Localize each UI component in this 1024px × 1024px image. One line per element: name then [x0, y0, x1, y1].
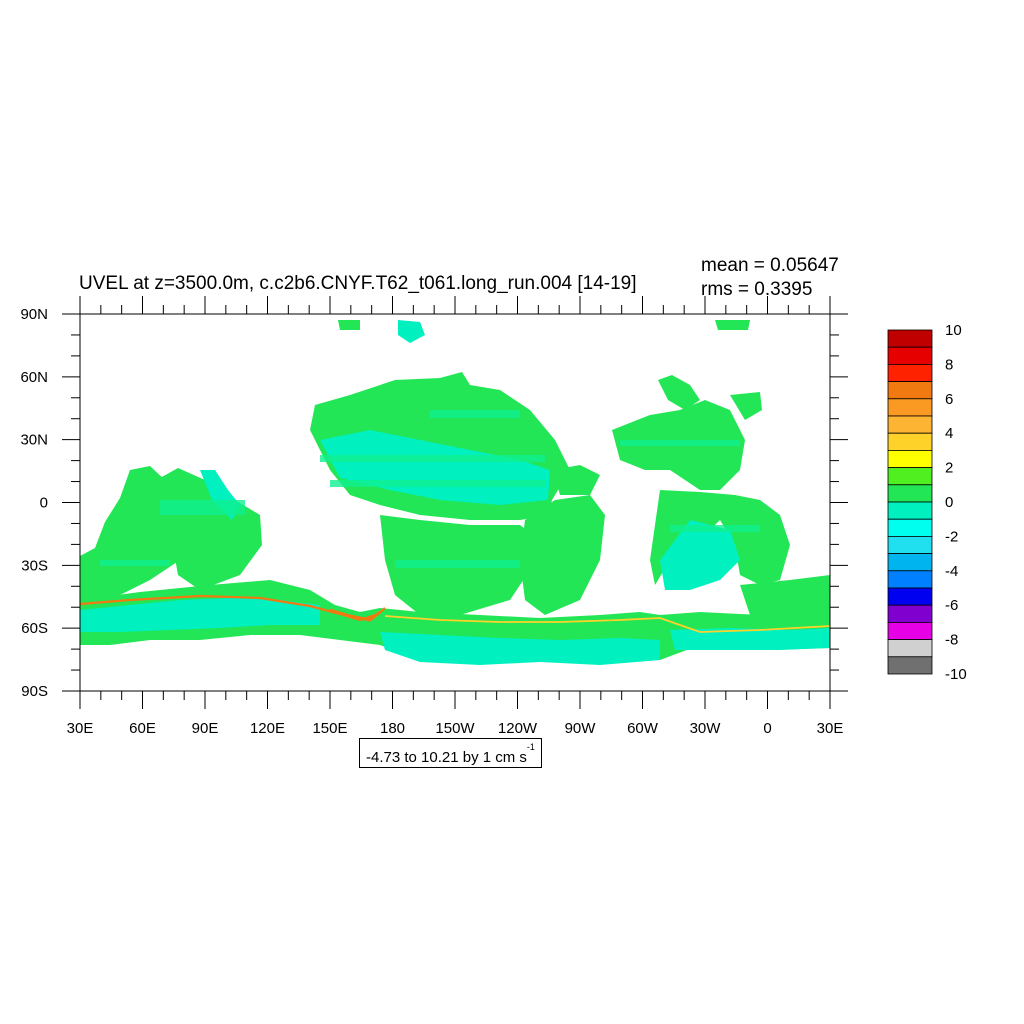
colorbar-label: -10: [945, 666, 967, 683]
lon-tick-label: 60E: [129, 720, 156, 737]
arctic-patch-3-region: [715, 320, 750, 330]
lon-tick-label: 150E: [312, 720, 347, 737]
colorbar-label: -8: [945, 632, 958, 649]
contour-range-label: -4.73 to 10.21 by 1 cm s-1: [359, 738, 542, 768]
colorbar-label: -2: [945, 528, 958, 545]
colorbar-swatch: [887, 518, 933, 537]
colorbar-swatch: [887, 449, 933, 468]
lat-tick-label: 90N: [20, 306, 48, 323]
mean-statistic: mean = 0.05647: [701, 255, 839, 276]
south-atlantic-region: [650, 490, 790, 585]
lon-tick-label: 90W: [565, 720, 597, 737]
circumpolar-current-streak: [329, 608, 381, 622]
light-stripe: [320, 455, 545, 462]
colorbar-swatch: [887, 604, 933, 623]
southern-ocean-pacific-sector-region: [380, 632, 660, 665]
colorbar: 10 8 6 4 2 0 -2 -4 -6 -8 -10: [887, 322, 967, 683]
lat-tick-label: 0: [40, 495, 48, 512]
map-frame: 90N 60N 30N 0 30S 60S 90S 30E 60E 90E 120E 150E 180 1…: [20, 296, 848, 737]
colorbar-swatch: [887, 553, 933, 572]
lat-tick-label: 30N: [20, 432, 48, 449]
circumpolar-current-streak: [79, 594, 386, 622]
colorbar-swatch: [887, 622, 933, 641]
south-pacific-east-region: [520, 495, 605, 615]
rms-statistic: rms = 0.3395: [701, 279, 813, 300]
colorbar-swatch: [887, 656, 933, 675]
lat-tick-label: 90S: [21, 683, 48, 700]
agulhas-region-region: [740, 575, 830, 618]
lon-tick-label: 90E: [192, 720, 219, 737]
light-stripe: [395, 560, 520, 568]
colorbar-label: 8: [945, 356, 953, 373]
lon-tick-label: 30W: [690, 720, 722, 737]
indian-ocean-central-region: [160, 468, 262, 590]
colorbar-label: 2: [945, 460, 953, 477]
southern-ocean-indian-sector-region: [80, 598, 320, 632]
south-atlantic-central-region: [660, 520, 740, 590]
lon-tick-label: 180: [380, 720, 405, 737]
nordic-seas-region: [730, 392, 762, 420]
colorbar-label: 6: [945, 391, 953, 408]
colorbar-swatch: [887, 536, 933, 555]
lat-tick-label: 60S: [21, 620, 48, 637]
colorbar-swatch: [887, 346, 933, 365]
labrador-sea-region: [658, 375, 700, 410]
colorbar-swatch: [887, 484, 933, 503]
plot-title: UVEL at z=3500.0m, c.c2b6.CNYF.T62_t061.…: [79, 273, 637, 294]
lon-tick-label: 150W: [435, 720, 475, 737]
lon-tick-label: 60W: [627, 720, 659, 737]
colorbar-swatch: [887, 432, 933, 451]
lon-tick-label: 120E: [250, 720, 285, 737]
light-stripe: [100, 560, 170, 566]
light-stripe: [620, 440, 740, 446]
lon-tick-label: 30E: [817, 720, 844, 737]
circumpolar-current-streak: [384, 615, 831, 633]
arctic-patch-1-region: [338, 320, 360, 330]
colorbar-swatch: [887, 381, 933, 400]
colorbar-label: 0: [945, 494, 953, 511]
contour-range-text: -4.73 to 10.21 by 1 cm s: [366, 749, 527, 766]
light-stripe: [160, 500, 245, 515]
lon-tick-label: 0: [763, 720, 771, 737]
colorbar-swatch: [887, 570, 933, 589]
colorbar-swatch: [887, 501, 933, 520]
ocean-field: [79, 320, 831, 665]
lon-tick-label: 30E: [67, 720, 94, 737]
colorbar-swatch: [887, 363, 933, 382]
colorbar-label: 4: [945, 425, 953, 442]
lon-tick-label: 120W: [498, 720, 538, 737]
colorbar-swatch: [887, 639, 933, 658]
colorbar-label: 10: [945, 322, 962, 339]
light-stripe: [330, 480, 545, 487]
lat-tick-label: 30S: [21, 557, 48, 574]
east-pacific-patch-region: [553, 465, 600, 495]
colorbar-label: -4: [945, 563, 958, 580]
colorbar-swatch: [887, 467, 933, 486]
light-stripe: [430, 410, 520, 418]
colorbar-swatch: [887, 587, 933, 606]
colorbar-swatch: [887, 329, 933, 348]
indian-ocean-west-region: [80, 466, 180, 600]
southern-ocean-atlantic-sector-region: [670, 628, 830, 650]
light-stripe: [670, 525, 760, 532]
colorbar-swatch: [887, 398, 933, 417]
colorbar-label: -6: [945, 597, 958, 614]
arctic-patch-2-region: [398, 320, 425, 343]
lat-tick-label: 60N: [20, 369, 48, 386]
colorbar-swatch: [887, 415, 933, 434]
unit-exponent: -1: [526, 742, 535, 752]
